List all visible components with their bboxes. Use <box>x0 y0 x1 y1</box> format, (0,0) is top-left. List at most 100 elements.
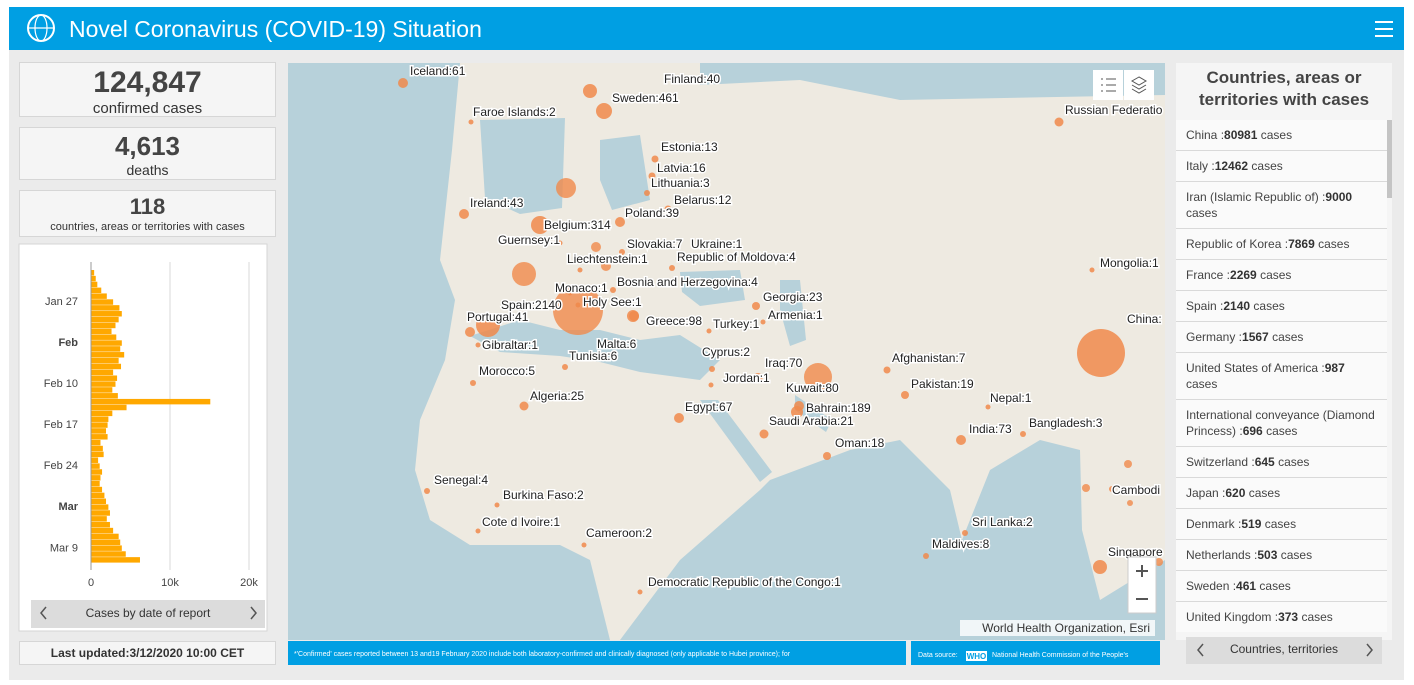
case-bubble <box>651 155 659 163</box>
case-unit: cases <box>1253 299 1285 313</box>
case-bubble <box>557 240 563 246</box>
case-unit: cases <box>1186 206 1218 220</box>
list-item[interactable]: Switzerland :645 cases <box>1176 447 1387 478</box>
y-tick-label: Feb 24 <box>44 460 78 472</box>
case-bubble <box>956 435 966 445</box>
case-unit: cases <box>1278 455 1310 469</box>
list-item[interactable]: Republic of Korea :7869 cases <box>1176 229 1387 260</box>
location-dot <box>512 262 536 286</box>
bar <box>91 545 122 551</box>
bar <box>91 504 109 510</box>
case-bubble <box>519 401 529 411</box>
bar <box>91 416 109 422</box>
case-bubble <box>398 78 408 88</box>
bar <box>91 369 114 376</box>
list-item[interactable]: United States of America :987 cases <box>1176 353 1387 400</box>
location-dot <box>804 363 832 391</box>
country-name: Sweden : <box>1186 579 1237 593</box>
location-label: Republic of Moldova:4 <box>677 250 796 264</box>
location-label: Democratic Republic of the Congo:1 <box>648 575 841 589</box>
pager-arrows[interactable] <box>40 606 257 620</box>
stat-value: 124,847 <box>93 66 202 99</box>
location-label: Nepal:1 <box>990 391 1032 405</box>
case-unit: cases <box>1260 268 1292 282</box>
map-icons <box>1101 76 1148 94</box>
bar <box>91 463 100 469</box>
case-bubble <box>985 404 991 410</box>
menu-button[interactable] <box>1374 19 1394 39</box>
location-label: Slovakia:7 <box>627 237 683 251</box>
case-bubble <box>752 302 760 310</box>
location-label: Kuwait:80 <box>786 381 839 395</box>
country-name: Iran (Islamic Republic of) : <box>1186 190 1326 204</box>
location-label: Bangladesh:3 <box>1029 416 1103 430</box>
location-dot <box>556 178 576 198</box>
location-label: Portugal:41 <box>467 310 529 324</box>
bar <box>91 445 103 452</box>
country-list: China :80981 cases Italy :12462 cases Iran… <box>1176 120 1387 632</box>
case-bubble <box>627 310 639 322</box>
list-item[interactable]: Italy :12462 cases <box>1176 151 1387 182</box>
bar <box>91 293 107 299</box>
case-bubble <box>468 119 474 125</box>
location-label: Cambodi <box>1112 483 1160 497</box>
location-label: Oman:18 <box>835 436 885 450</box>
list-item[interactable]: Germany :1567 cases <box>1176 322 1387 353</box>
y-tick-label: Mar 9 <box>50 542 78 554</box>
case-bubble <box>475 528 481 534</box>
bar <box>91 375 118 381</box>
case-unit: cases <box>1259 579 1291 593</box>
case-bubble <box>753 373 763 383</box>
bar <box>91 398 211 405</box>
case-unit: cases <box>1266 424 1298 438</box>
header: Novel Coronavirus (COVID-19) Situation <box>9 7 1404 50</box>
location-label: Cyprus:2 <box>702 345 750 359</box>
list-item[interactable]: France :2269 cases <box>1176 260 1387 291</box>
bar <box>91 352 125 358</box>
y-tick-label: Jan 27 <box>45 296 78 308</box>
x-tick-label: 10k <box>161 577 179 589</box>
location-label: Faroe Islands:2 <box>473 105 556 119</box>
bar <box>91 357 119 364</box>
case-count: 1567 <box>1242 330 1269 344</box>
case-bubble <box>823 452 831 460</box>
bar <box>91 475 101 481</box>
location-label: Morocco:5 <box>479 364 535 378</box>
list-item[interactable]: United Kingdom :373 cases <box>1176 602 1387 632</box>
location-label: China: <box>1127 312 1162 326</box>
list-item[interactable]: Iran (Islamic Republic of) :9000 cases <box>1176 182 1387 229</box>
list-item[interactable]: Spain :2140 cases <box>1176 291 1387 322</box>
location-label: Belarus:12 <box>674 193 732 207</box>
list-item[interactable]: Sweden :461 cases <box>1176 571 1387 602</box>
case-bubble <box>575 302 581 308</box>
location-dot <box>1082 484 1090 492</box>
page-title: Novel Coronavirus (COVID-19) Situation <box>69 16 482 42</box>
case-unit: cases <box>1280 548 1313 562</box>
case-bubble <box>674 413 684 423</box>
bar <box>91 410 113 417</box>
case-bubble <box>581 542 587 548</box>
list-item[interactable]: Netherlands :503 cases <box>1176 540 1387 571</box>
case-bubble <box>1093 560 1107 574</box>
bar <box>91 305 120 311</box>
location-label: Algeria:25 <box>530 389 584 403</box>
bar <box>91 451 104 458</box>
location-label: Cameroon:2 <box>586 526 652 540</box>
location-label: Iraq:70 <box>765 356 803 370</box>
bar <box>91 381 116 387</box>
pager-arrows[interactable] <box>1197 643 1373 657</box>
who-badge <box>966 651 987 661</box>
list-item[interactable]: China :80981 cases <box>1176 120 1387 151</box>
scrollbar[interactable] <box>1386 120 1392 198</box>
bar <box>91 316 119 323</box>
location-label: Sri Lanka:2 <box>972 515 1033 529</box>
case-unit: cases <box>1301 610 1333 624</box>
list-item[interactable]: Denmark :519 cases <box>1176 509 1387 540</box>
location-dot <box>1124 460 1132 468</box>
list-item[interactable]: International conveyance (Diamond Prince… <box>1176 400 1387 447</box>
disclaimer-bar <box>288 641 906 665</box>
list-item[interactable]: Japan :620 cases <box>1176 478 1387 509</box>
bar <box>91 457 99 463</box>
bar <box>91 469 103 475</box>
